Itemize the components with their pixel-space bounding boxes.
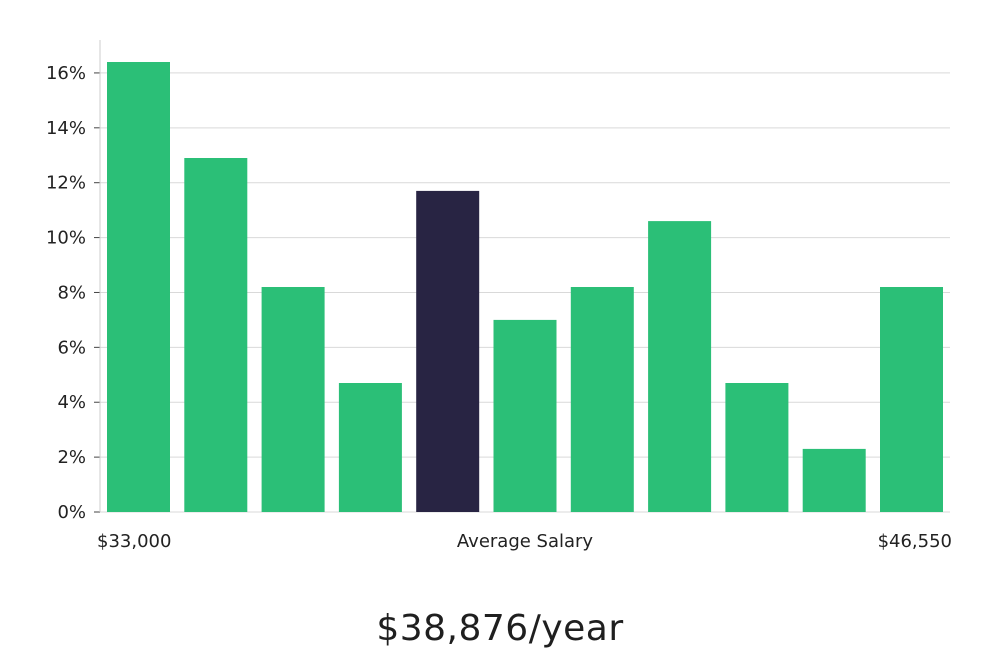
y-tick-label: 4%: [57, 392, 86, 413]
bar: [725, 383, 789, 512]
x-label-min: $33,000: [97, 531, 171, 552]
bar: [648, 221, 712, 512]
x-label-average: Average Salary: [457, 531, 594, 552]
x-label-max: $46,550: [878, 531, 952, 552]
bar: [261, 287, 325, 512]
bar: [338, 383, 402, 512]
bar: [107, 62, 170, 512]
y-tick-label: 14%: [46, 118, 86, 139]
bar: [802, 448, 866, 512]
average-salary-value: $38,876/year: [376, 608, 624, 649]
y-axis-ticks: 0% 2% 4% 6% 8% 10% 12% 14% 16%: [46, 63, 100, 523]
bars: [107, 62, 943, 512]
y-tick-label: 0%: [57, 502, 86, 523]
bar: [880, 287, 943, 512]
bar: [570, 287, 634, 512]
bar-average-salary: [416, 190, 480, 512]
y-tick-label: 6%: [57, 337, 86, 358]
y-tick-label: 8%: [57, 282, 86, 303]
y-tick-label: 12%: [46, 173, 86, 194]
y-tick-label: 16%: [46, 63, 86, 84]
salary-distribution-chart: 0% 2% 4% 6% 8% 10% 12% 14% 16% $33,000 Average S…: [46, 40, 952, 552]
y-tick-label: 10%: [46, 228, 86, 249]
bar: [184, 158, 248, 512]
y-tick-label: 2%: [57, 447, 86, 468]
bar: [493, 319, 557, 512]
